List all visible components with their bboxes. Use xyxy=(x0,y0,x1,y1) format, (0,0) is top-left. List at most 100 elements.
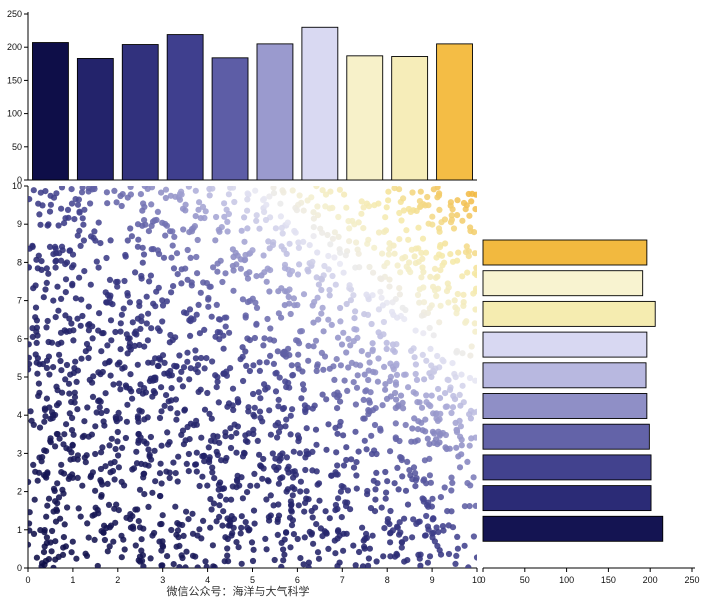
scatter-point xyxy=(138,313,145,320)
scatter-point xyxy=(288,501,295,508)
scatter-point xyxy=(416,198,423,205)
scatter-point xyxy=(434,194,441,201)
scatter-point xyxy=(78,189,86,196)
scatter-point xyxy=(36,424,44,431)
scatter-point xyxy=(28,264,32,271)
scatter-point xyxy=(93,409,100,416)
scatter-point xyxy=(282,350,289,357)
scatter-point xyxy=(435,529,442,536)
scatter-point xyxy=(77,242,84,249)
scatter-point xyxy=(428,373,435,380)
scatter-x-tick-label: 5 xyxy=(250,575,255,585)
scatter-point xyxy=(328,472,335,479)
scatter-point xyxy=(233,539,240,546)
scatter-point xyxy=(260,196,267,204)
scatter-point xyxy=(321,353,329,360)
scatter-point xyxy=(111,187,118,194)
scatter-point xyxy=(144,414,151,421)
scatter-point xyxy=(184,358,191,365)
scatter-point xyxy=(297,328,304,335)
scatter-point xyxy=(107,237,114,244)
scatter-point xyxy=(343,530,350,537)
scatter-point xyxy=(261,269,268,276)
scatter-point xyxy=(159,512,166,519)
right-hist-bar xyxy=(482,515,664,542)
scatter-point xyxy=(118,554,125,561)
scatter-point xyxy=(464,480,471,487)
scatter-point xyxy=(386,283,393,290)
scatter-point xyxy=(218,457,225,464)
scatter-point xyxy=(62,312,69,319)
scatter-point xyxy=(386,377,393,385)
scatter-point xyxy=(102,463,109,470)
scatter-point xyxy=(286,286,293,293)
scatter-point xyxy=(449,258,457,265)
scatter-point xyxy=(315,281,322,288)
scatter-point xyxy=(398,217,405,224)
scatter-point xyxy=(365,236,372,243)
scatter-point xyxy=(74,232,81,239)
top-hist-bar xyxy=(76,58,114,181)
scatter-point xyxy=(237,256,244,263)
scatter-point xyxy=(397,529,404,536)
scatter-point xyxy=(279,230,286,237)
scatter-point xyxy=(194,369,201,376)
scatter-point xyxy=(312,337,320,344)
scatter-point xyxy=(139,222,146,229)
scatter-point xyxy=(117,346,124,353)
scatter-point xyxy=(365,376,372,384)
scatter-point xyxy=(137,434,144,441)
scatter-point xyxy=(284,219,291,226)
scatter-point xyxy=(295,502,302,509)
scatter-point xyxy=(448,474,455,481)
scatter-point xyxy=(199,473,206,480)
scatter-point xyxy=(296,450,303,457)
scatter-point xyxy=(452,304,459,311)
scatter-point xyxy=(151,447,158,454)
scatter-point xyxy=(300,291,308,298)
scatter-point xyxy=(396,291,403,298)
scatter-point xyxy=(197,386,204,393)
scatter-point xyxy=(274,434,281,441)
scatter-point xyxy=(465,190,472,198)
scatter-point xyxy=(148,325,155,332)
scatter-point xyxy=(207,496,214,503)
scatter-point xyxy=(193,253,200,261)
scatter-point xyxy=(392,434,399,441)
scatter-point xyxy=(393,371,401,378)
scatter-point xyxy=(420,268,427,276)
scatter-point xyxy=(99,444,106,451)
scatter-point xyxy=(148,186,156,191)
scatter-point xyxy=(365,407,372,414)
scatter-point xyxy=(210,500,217,507)
scatter-point xyxy=(233,261,240,268)
scatter-point xyxy=(434,441,441,448)
scatter-point xyxy=(361,437,368,444)
scatter-point xyxy=(397,392,405,399)
scatter-point xyxy=(319,304,326,311)
scatter-point xyxy=(426,553,434,560)
scatter-point xyxy=(411,253,418,260)
scatter-point xyxy=(365,203,373,210)
scatter-point xyxy=(66,410,73,417)
right-hist-bar xyxy=(482,270,644,297)
scatter-point xyxy=(47,435,54,442)
scatter-point xyxy=(76,208,83,215)
scatter-point xyxy=(352,562,359,568)
scatter-point xyxy=(58,295,65,302)
scatter-point xyxy=(215,486,222,493)
scatter-point xyxy=(413,376,421,383)
scatter-point xyxy=(325,421,332,428)
scatter-point xyxy=(437,494,444,501)
scatter-point xyxy=(288,362,295,369)
scatter-point xyxy=(67,456,74,463)
scatter-point xyxy=(331,254,338,261)
scatter-point xyxy=(388,308,396,315)
scatter-point xyxy=(97,477,104,484)
scatter-point xyxy=(385,251,392,258)
right-hist-bar xyxy=(482,423,650,450)
scatter-point xyxy=(54,500,61,507)
scatter-point xyxy=(324,231,331,239)
scatter-point xyxy=(73,378,80,385)
top-hist-bar xyxy=(256,43,294,181)
